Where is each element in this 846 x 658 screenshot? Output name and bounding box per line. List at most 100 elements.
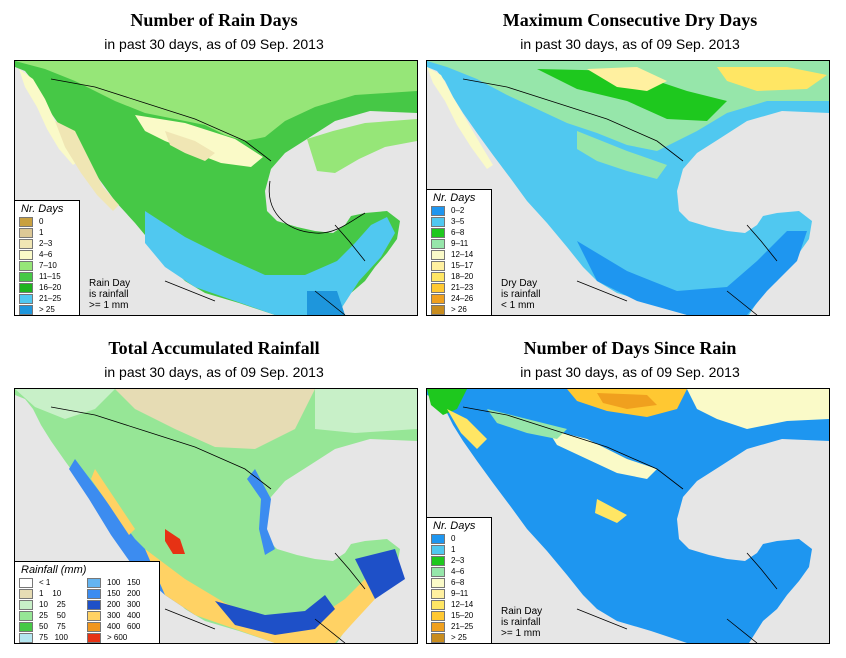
legend-label: 3–5	[451, 217, 465, 226]
legend-label: 11–15	[39, 272, 61, 281]
note-line: < 1 mm	[501, 300, 535, 311]
map-canvas	[427, 61, 829, 315]
legend-swatch	[431, 227, 445, 238]
legend: Nr. Days 0 1 2–3 4–6 6–8 9–11 12–14 15–2…	[427, 517, 492, 643]
legend-item: 0	[427, 533, 491, 544]
legend-item: 300 400	[83, 610, 151, 621]
legend-swatch	[431, 533, 445, 544]
legend-item: 12–14	[427, 599, 491, 610]
legend-label: 1 10	[39, 589, 62, 598]
legend-item: 75 100	[15, 632, 83, 643]
legend-item: 12–14	[427, 249, 491, 260]
legend-swatch	[19, 249, 33, 260]
legend-label: 150 200	[107, 589, 141, 598]
legend-item: 0	[15, 216, 79, 227]
panel-subtitle: in past 30 days, as of 09 Sep. 2013	[520, 364, 740, 380]
legend-swatch	[19, 216, 33, 227]
legend-item: 1	[427, 544, 491, 555]
legend-swatch	[431, 566, 445, 577]
legend-swatch	[87, 588, 101, 599]
legend-swatch	[431, 588, 445, 599]
legend-swatch	[19, 632, 33, 643]
panel-total-rainfall: Total Accumulated Rainfall in past 30 da…	[4, 328, 424, 653]
legend-swatch	[19, 577, 33, 588]
legend-swatch	[19, 271, 33, 282]
legend-item: 50 75	[15, 621, 83, 632]
legend-item: 400 600	[83, 621, 151, 632]
legend-swatch	[19, 282, 33, 293]
legend-label: 10 25	[39, 600, 66, 609]
map-max-dry-days: Nr. Days 0–2 3–5 6–8 9–11 12–14 15–17 18…	[426, 60, 830, 316]
legend-item: > 26	[427, 304, 491, 315]
legend-item: 7–10	[15, 260, 79, 271]
legend-swatch	[87, 621, 101, 632]
legend-label: > 25	[451, 633, 467, 642]
legend-swatch	[431, 271, 445, 282]
legend-label: 200 300	[107, 600, 141, 609]
legend: Nr. Days 0–2 3–5 6–8 9–11 12–14 15–17 18…	[427, 189, 492, 315]
legend: Nr. Days 0 1 2–3 4–6 7–10 11–15 16–20 21…	[15, 200, 80, 315]
note-line: Rain Day	[89, 278, 131, 289]
legend-swatch	[87, 577, 101, 588]
panel-title: Number of Rain Days	[130, 10, 298, 30]
legend-label: 25 50	[39, 611, 66, 620]
legend-label: 0–2	[451, 206, 465, 215]
legend-note: Rain Day is rainfall >= 1 mm	[89, 278, 130, 311]
legend-swatch	[431, 260, 445, 271]
legend-swatch	[19, 304, 33, 315]
legend-swatch	[87, 632, 101, 643]
legend-label: 0	[451, 534, 456, 543]
panel-rain-days: Number of Rain Days in past 30 days, as …	[4, 0, 424, 325]
legend-grid: < 1 100 150 1 10 150 200 10 25 200 300 2…	[15, 577, 159, 643]
legend-item: 200 300	[83, 599, 151, 610]
panel-title: Number of Days Since Rain	[523, 338, 737, 358]
legend-swatch	[87, 599, 101, 610]
legend-swatch	[431, 621, 445, 632]
legend-item: > 25	[427, 632, 491, 643]
legend-swatch	[431, 238, 445, 249]
legend-label: 0	[39, 217, 44, 226]
legend-label: 6–8	[451, 578, 465, 587]
legend-swatch	[431, 610, 445, 621]
legend-label: 4–6	[451, 567, 465, 576]
legend-label: 21–25	[451, 622, 474, 631]
legend-label: 50 75	[39, 622, 66, 631]
legend-item: 16–20	[15, 282, 79, 293]
legend-item: 1	[15, 227, 79, 238]
legend-item: 3–5	[427, 216, 491, 227]
legend-item: 9–11	[427, 238, 491, 249]
legend-label: > 600	[107, 633, 128, 642]
legend-item: 11–15	[15, 271, 79, 282]
legend-label: 9–11	[451, 239, 469, 248]
legend-swatch	[19, 227, 33, 238]
legend-swatch	[19, 610, 33, 621]
legend-swatch	[431, 205, 445, 216]
legend-swatch	[431, 555, 445, 566]
legend-item: 150 200	[83, 588, 151, 599]
legend-label: 1	[39, 228, 44, 237]
legend-item: > 25	[15, 304, 79, 315]
map-canvas	[15, 61, 417, 315]
legend-item: 10 25	[15, 599, 83, 610]
legend-label: 100 150	[107, 578, 141, 587]
legend-swatch	[431, 282, 445, 293]
legend-label: > 25	[39, 305, 55, 314]
legend-item: 6–8	[427, 227, 491, 238]
legend-label: 12–14	[451, 600, 474, 609]
legend-swatch	[431, 599, 445, 610]
legend-item: < 1	[15, 577, 83, 588]
panel-max-dry-days: Maximum Consecutive Dry Days in past 30 …	[420, 0, 840, 325]
legend: Rainfall (mm) < 1 100 150 1 10 150 200 1…	[15, 561, 160, 643]
legend-item: 21–25	[427, 621, 491, 632]
legend-label: 75 100	[39, 633, 68, 642]
legend-item: > 600	[83, 632, 151, 643]
note-line: is rainfall	[501, 289, 541, 300]
legend-item: 21–25	[15, 293, 79, 304]
legend-swatch	[19, 599, 33, 610]
legend-swatch	[431, 293, 445, 304]
panel-title: Total Accumulated Rainfall	[108, 338, 320, 358]
legend-label: 24–26	[451, 294, 474, 303]
legend-item: 15–17	[427, 260, 491, 271]
legend-item: 9–11	[427, 588, 491, 599]
legend-title: Nr. Days	[21, 203, 64, 215]
